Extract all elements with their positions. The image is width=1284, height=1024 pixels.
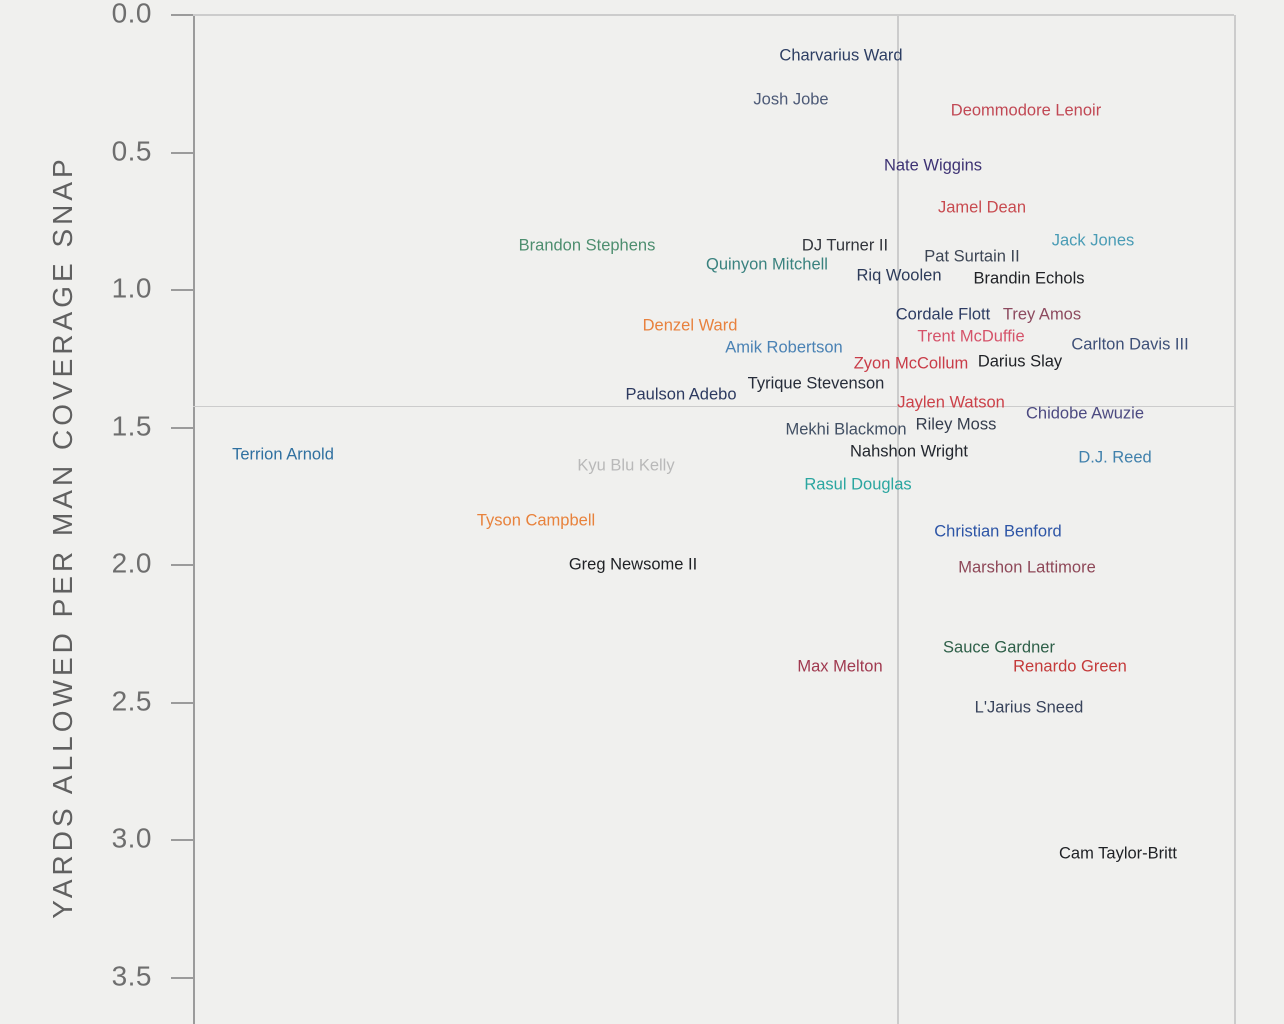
- player-label: Greg Newsome II: [568, 555, 698, 574]
- player-label: Riley Moss: [915, 415, 997, 434]
- player-label: D.J. Reed: [1078, 448, 1152, 467]
- player-label: Cam Taylor-Britt: [1059, 844, 1177, 863]
- y-tick-label: 0.0: [111, 0, 152, 29]
- y-tick-label: 3.5: [111, 960, 152, 992]
- player-label: Josh Jobe: [753, 90, 829, 109]
- horizontal-mean-line: [193, 405, 1234, 408]
- player-label: Zyon McCollum: [853, 354, 969, 373]
- player-label: Paulson Adebo: [625, 385, 737, 404]
- player-label: Max Melton: [797, 657, 883, 676]
- player-label: Jack Jones: [1051, 231, 1135, 250]
- y-tick-mark: [171, 564, 193, 567]
- player-label: Carlton Davis III: [1071, 335, 1189, 354]
- y-tick-label: 1.0: [111, 272, 152, 304]
- y-tick-mark: [171, 14, 193, 16]
- y-tick-mark: [171, 701, 193, 704]
- player-label: Riq Woolen: [856, 266, 942, 285]
- player-label: Terrion Arnold: [232, 445, 334, 464]
- player-label: Brandon Stephens: [518, 236, 656, 255]
- player-label: Tyson Campbell: [476, 511, 596, 530]
- player-label: Jamel Dean: [937, 198, 1027, 217]
- y-tick-label: 1.5: [111, 410, 152, 442]
- player-label: Charvarius Ward: [779, 46, 903, 65]
- player-label: Cordale Flott: [895, 305, 991, 324]
- player-label: Jaylen Watson: [897, 393, 1005, 412]
- plot-top-border: [193, 14, 1234, 16]
- player-label: Sauce Gardner: [943, 638, 1055, 657]
- player-label: Marshon Lattimore: [958, 558, 1096, 577]
- plot-right-border: [1234, 15, 1236, 1024]
- player-label: Renardo Green: [1013, 657, 1127, 676]
- y-tick-label: 2.5: [111, 685, 152, 717]
- y-tick-label: 3.0: [111, 823, 152, 855]
- y-tick-mark: [171, 289, 193, 292]
- y-tick-mark: [171, 839, 193, 842]
- player-label: Deommodore Lenoir: [950, 101, 1102, 120]
- player-label: Denzel Ward: [642, 316, 738, 335]
- y-tick-mark: [171, 426, 193, 429]
- player-label: Amik Robertson: [725, 338, 843, 357]
- player-label: DJ Turner II: [801, 236, 889, 255]
- player-label: Nate Wiggins: [883, 156, 983, 175]
- vertical-divider-line: [897, 15, 899, 1024]
- player-label: Tyrique Stevenson: [747, 374, 885, 393]
- y-tick-mark: [171, 976, 193, 979]
- y-tick-label: 0.5: [111, 135, 152, 167]
- player-label: L'Jarius Sneed: [974, 698, 1084, 717]
- player-label: Trey Amos: [1002, 305, 1082, 324]
- y-tick-label: 2.0: [111, 547, 152, 579]
- player-label: Rasul Douglas: [804, 475, 912, 494]
- player-label: Christian Benford: [934, 522, 1062, 541]
- player-label: Trent McDuffie: [917, 327, 1025, 346]
- player-label: Mekhi Blackmon: [785, 420, 907, 439]
- y-tick-mark: [171, 151, 193, 154]
- player-label: Quinyon Mitchell: [706, 255, 828, 274]
- player-label: Nahshon Wright: [849, 442, 969, 461]
- player-label: Kyu Blu Kelly: [577, 456, 675, 475]
- player-label: Darius Slay: [977, 352, 1063, 371]
- y-axis-spine: [193, 15, 195, 1024]
- y-axis-title: YARDS ALLOWED PER MAN COVERAGE SNAP: [47, 155, 78, 919]
- player-label: Chidobe Awuzie: [1025, 404, 1145, 423]
- player-label: Brandin Echols: [973, 269, 1085, 288]
- player-label: Pat Surtain II: [924, 247, 1020, 266]
